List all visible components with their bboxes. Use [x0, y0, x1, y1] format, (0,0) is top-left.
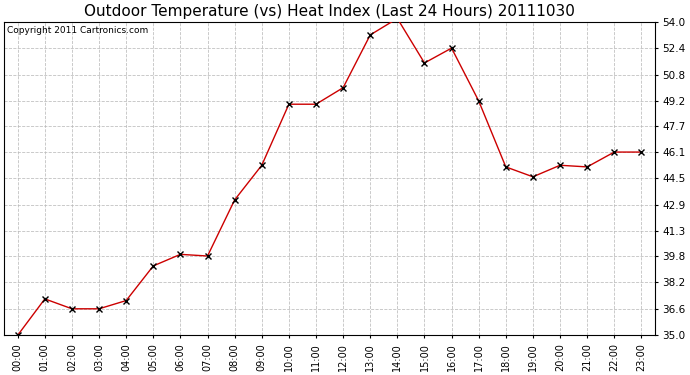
- Text: Copyright 2011 Cartronics.com: Copyright 2011 Cartronics.com: [8, 26, 148, 35]
- Title: Outdoor Temperature (vs) Heat Index (Last 24 Hours) 20111030: Outdoor Temperature (vs) Heat Index (Las…: [84, 4, 575, 19]
